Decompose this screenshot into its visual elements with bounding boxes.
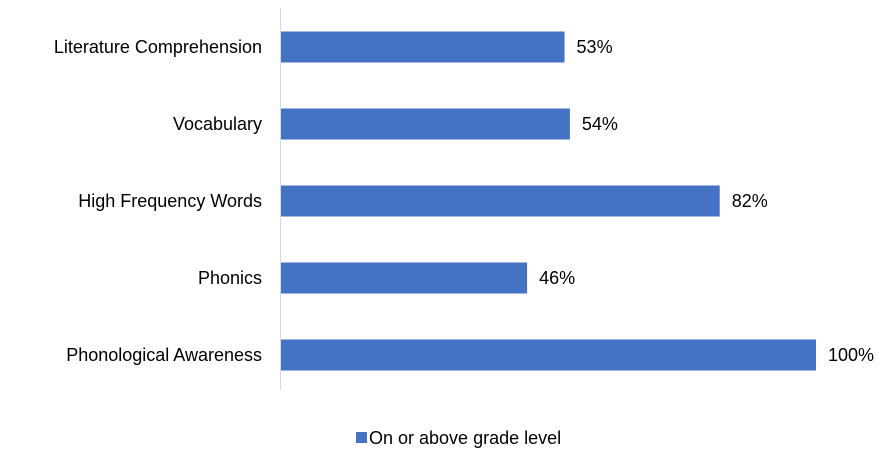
data-label: 100%	[828, 345, 874, 365]
data-label: 82%	[732, 191, 768, 211]
category-label: Phonics	[198, 268, 262, 288]
bar	[281, 31, 565, 63]
legend: On or above grade level	[356, 428, 561, 448]
bar	[281, 108, 570, 140]
legend-label: On or above grade level	[369, 428, 561, 448]
category-label: Literature Comprehension	[54, 37, 262, 57]
bar	[281, 339, 816, 371]
bar	[281, 185, 720, 217]
bars-layer	[281, 31, 816, 371]
data-label: 46%	[539, 268, 575, 288]
labels-layer: Literature Comprehension 53% Vocabulary 54%…	[54, 37, 874, 365]
category-label: Vocabulary	[173, 114, 262, 134]
bar	[281, 262, 528, 294]
legend-swatch	[356, 432, 367, 443]
data-label: 53%	[577, 37, 613, 57]
data-label: 54%	[582, 114, 618, 134]
category-label: High Frequency Words	[78, 191, 262, 211]
category-label: Phonological Awareness	[66, 345, 262, 365]
